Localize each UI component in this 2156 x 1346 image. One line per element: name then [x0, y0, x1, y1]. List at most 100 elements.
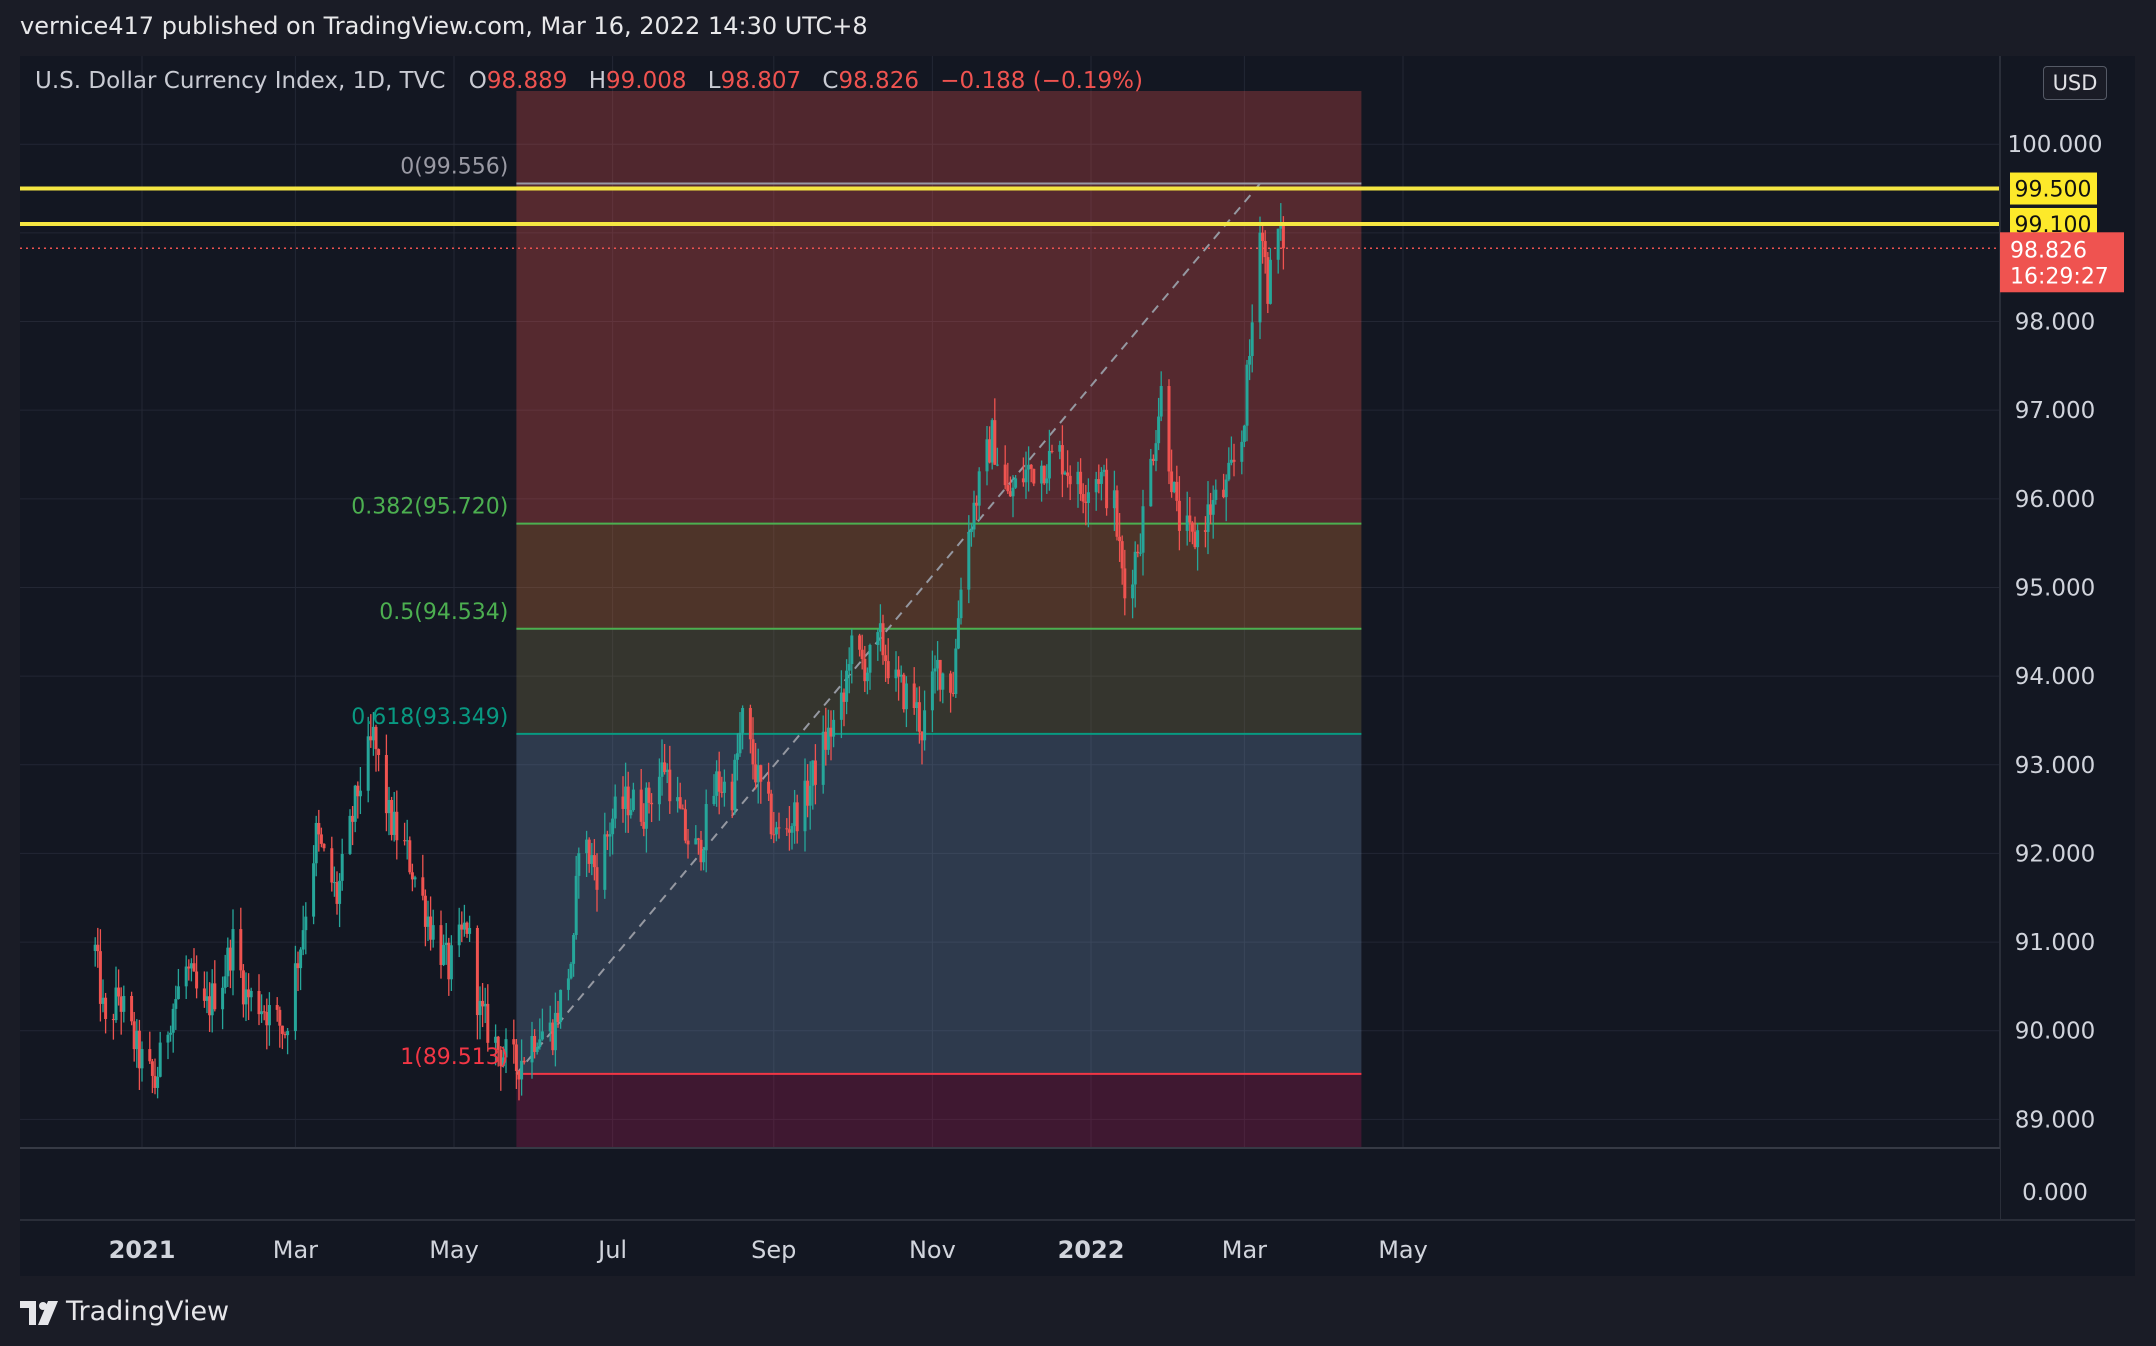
candle-body [1011, 487, 1015, 497]
candle-body [886, 661, 890, 679]
candle-body [1084, 501, 1088, 503]
candle-body [387, 799, 391, 814]
candle-body [1151, 458, 1155, 462]
candle-body [137, 1030, 141, 1069]
candle-body [884, 655, 888, 662]
candle-body [1261, 232, 1265, 242]
price-tick-label: 97.000 [2015, 398, 2095, 424]
candle-body [785, 828, 789, 830]
candle-body [1060, 445, 1064, 475]
candle-body [1248, 355, 1252, 365]
candle-body [395, 811, 399, 841]
candle-body [1032, 468, 1036, 484]
candle-body [1209, 504, 1213, 515]
candle-body [832, 719, 836, 737]
fib-level-label: 0(99.556) [400, 155, 508, 180]
candlestick-chart[interactable]: 0(99.556) 0.382(95.720) 0.5(94.534) 0.618(9… [20, 56, 2135, 1276]
price-tick-label: 89.000 [2015, 1107, 2095, 1133]
candle-body [756, 765, 760, 783]
horizontal-levels[interactable] [20, 186, 2000, 250]
candle-body [751, 739, 755, 765]
candle-body [301, 930, 305, 950]
candle-body [241, 970, 245, 1005]
candle-body [1120, 541, 1124, 569]
candle-body [1102, 469, 1106, 472]
candle-body [522, 1060, 526, 1063]
candle-body [351, 815, 355, 822]
level-price-badge [2010, 172, 2097, 205]
candle-body [860, 649, 864, 659]
candle-body [842, 692, 846, 702]
candle-body [496, 1036, 500, 1050]
candle-body [603, 834, 607, 890]
candle-body [722, 781, 726, 793]
candle-body [210, 983, 214, 1016]
candle-body [205, 996, 209, 1001]
candle-body [808, 785, 812, 806]
candle-body [629, 810, 633, 816]
currency-button[interactable]: USD [2043, 66, 2107, 100]
candle-body [213, 983, 217, 1010]
candle-body [104, 997, 108, 1020]
candle-body [1047, 450, 1051, 479]
change-value: −0.188 (−0.19%) [940, 68, 1143, 94]
candle-body [176, 986, 180, 1000]
price-candles [93, 203, 1285, 1101]
candle-body [1185, 515, 1189, 531]
candle-body [93, 944, 97, 951]
fib-retracement-zones[interactable] [516, 91, 1362, 1148]
candle-body [767, 781, 771, 794]
candle-body [296, 963, 300, 969]
candle-body [621, 796, 625, 809]
time-axis[interactable] [20, 1221, 2135, 1276]
candle-body [174, 999, 178, 1009]
candle-body [1172, 481, 1176, 493]
candle-body [283, 1033, 287, 1036]
candle-body [899, 674, 903, 677]
candle-body [881, 623, 885, 656]
candle-body [590, 855, 594, 864]
candle-body [1279, 224, 1283, 229]
candle-body [1258, 232, 1262, 323]
candle-body [1097, 479, 1101, 484]
candle-body [130, 996, 134, 1022]
candle-body [358, 790, 362, 797]
chart-area[interactable]: 0(99.556) 0.382(95.720) 0.5(94.534) 0.618(9… [20, 56, 2135, 1276]
price-tick-label: 100.000 [2007, 132, 2102, 158]
time-tick-label: 2022 [1058, 1236, 1125, 1264]
candle-body [917, 702, 921, 732]
candle-body [868, 645, 872, 673]
candle-body [1170, 471, 1174, 493]
candle-body [566, 978, 570, 990]
candle-body [551, 1022, 555, 1051]
symbol-name[interactable]: U.S. Dollar Currency Index, 1D, TVC [35, 68, 446, 94]
candle-body [1079, 471, 1083, 495]
close-value: 98.826 [838, 68, 919, 94]
time-tick-label: Nov [909, 1236, 956, 1264]
candle-body [317, 822, 321, 835]
candle-body [956, 618, 960, 649]
candle-body [390, 799, 394, 835]
candle-body [538, 1039, 542, 1048]
high-label: H [588, 68, 606, 94]
candle-body [457, 924, 461, 946]
candle-body [1063, 472, 1067, 475]
fib-zone [516, 183, 1362, 524]
candle-body [122, 996, 126, 1012]
candle-body [169, 1032, 173, 1035]
candle-body [585, 839, 589, 854]
candle-body [1193, 531, 1197, 548]
volume-tick-label: 0.000 [2022, 1180, 2088, 1206]
candle-body [501, 1057, 505, 1067]
candle-body [1133, 551, 1137, 585]
high-value: 99.008 [606, 68, 687, 94]
candle-body [413, 877, 417, 880]
candle-body [517, 1071, 521, 1080]
candle-body [267, 1005, 271, 1026]
candle-body [421, 877, 425, 896]
candle-body [639, 789, 643, 822]
candle-body [249, 990, 253, 998]
publish-header: vernice417 published on TradingView.com,… [0, 0, 2156, 56]
candle-body [1003, 464, 1007, 486]
